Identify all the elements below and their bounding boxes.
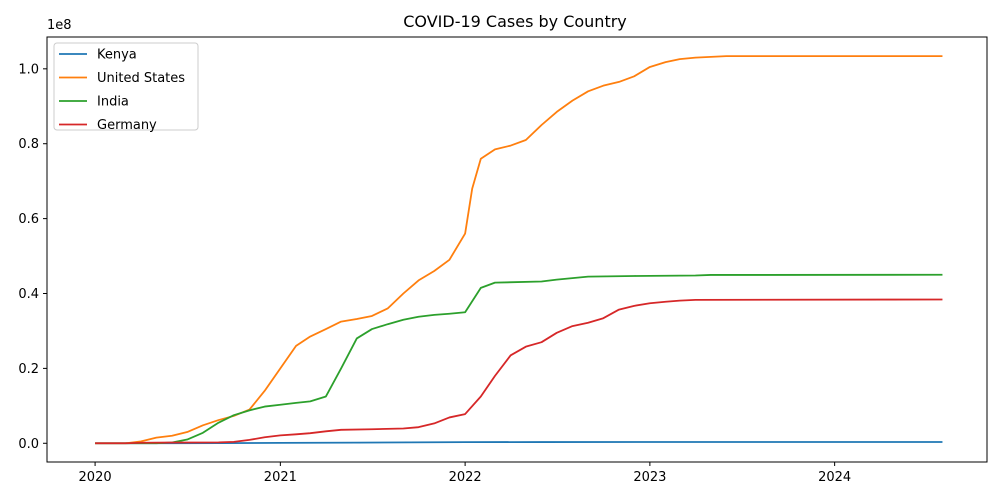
- series-line-germany: [95, 298, 943, 445]
- legend-label-germany: Germany: [97, 118, 157, 133]
- legend: Kenya United States India Germany: [53, 42, 199, 133]
- axes-layer: 2020 2021 2022 2023 2024 0.0 0.2 0.4 0.6 0.8 1.0: [18, 36, 988, 485]
- series-line-india: [95, 273, 943, 445]
- legend-label-kenya: Kenya: [97, 48, 137, 63]
- legend-box: [53, 42, 199, 131]
- y-tick-label: 0.8: [18, 137, 39, 152]
- legend-label-india: India: [97, 95, 129, 110]
- series-layer: [95, 55, 943, 445]
- x-tick-label: 2020: [79, 470, 112, 485]
- x-tick-label: 2024: [818, 470, 851, 485]
- x-tick-label: 2023: [633, 470, 666, 485]
- plot-frame: [46, 36, 988, 463]
- legend-label-united-states: United States: [97, 71, 185, 86]
- x-tick-label: 2022: [449, 470, 482, 485]
- y-axis-offset-label: 1e8: [47, 18, 72, 33]
- y-tick-label: 0.0: [18, 437, 39, 452]
- chart-title: COVID-19 Cases by Country: [403, 12, 627, 31]
- x-tick-label: 2021: [264, 470, 297, 485]
- series-line-united-states: [95, 55, 943, 445]
- y-tick-label: 0.6: [18, 212, 39, 227]
- y-tick-label: 0.4: [18, 287, 39, 302]
- y-tick-label: 0.2: [18, 362, 39, 377]
- y-tick-label: 1.0: [18, 62, 39, 77]
